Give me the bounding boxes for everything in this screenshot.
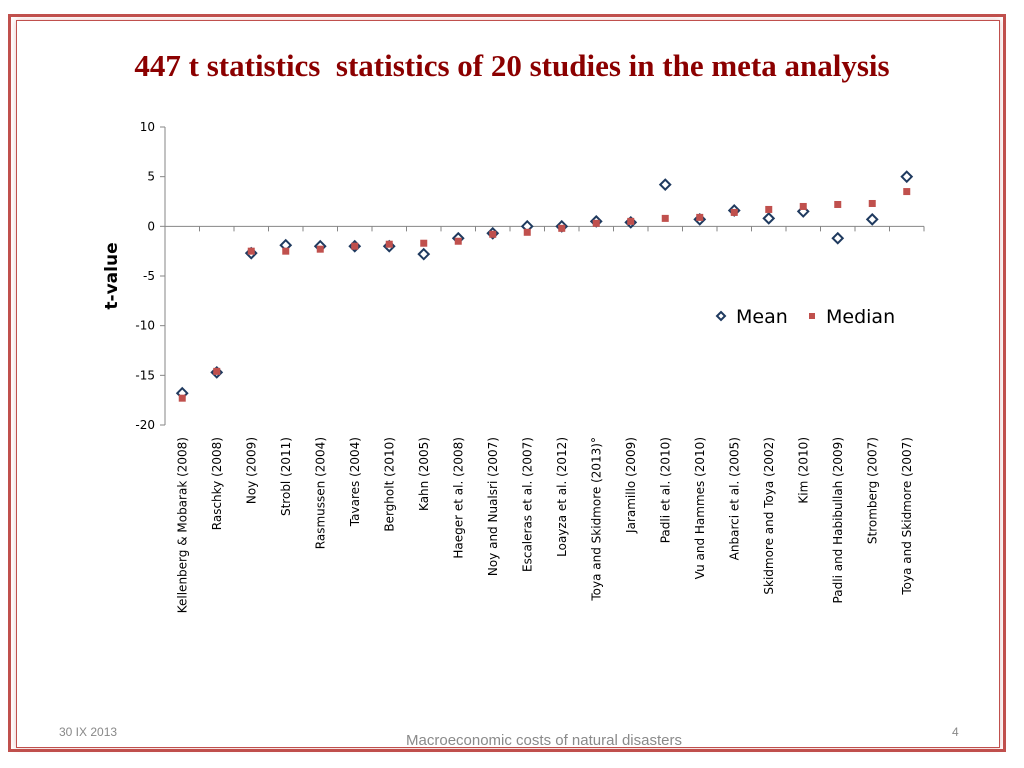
y-tick-label: -10	[135, 319, 155, 333]
median-point	[765, 205, 773, 213]
median-point	[489, 230, 497, 238]
x-tick-label: Strobl (2011)	[279, 437, 293, 516]
median-point	[627, 217, 635, 225]
legend-median-label: Median	[826, 306, 895, 328]
median-point	[316, 245, 324, 253]
legend-median-marker	[809, 313, 815, 319]
x-tick-label: Kahn (2005)	[417, 437, 431, 511]
slide-frame-outer	[8, 14, 1006, 752]
median-point	[178, 394, 186, 402]
median-point	[903, 188, 911, 196]
footer-title: Macroeconomic costs of natural disasters	[406, 732, 682, 749]
median-point	[592, 219, 600, 227]
x-tick-label: Noy and Nualsri (2007)	[486, 437, 500, 576]
median-point	[834, 200, 842, 208]
footer-date: 30 IX 2013	[59, 725, 118, 739]
y-tick-label: 5	[147, 170, 155, 184]
x-tick-label: Raschky (2008)	[210, 437, 224, 530]
x-tick-label: Noy (2009)	[244, 437, 258, 504]
x-tick-label: Haeger et al. (2008)	[451, 437, 465, 559]
median-point	[558, 224, 566, 232]
mean-point	[831, 231, 845, 245]
mean-point	[865, 212, 879, 226]
median-point	[696, 213, 704, 221]
median-point	[454, 237, 462, 245]
x-tick-label: Toya and Skidmore (2007)	[900, 437, 914, 596]
x-tick-label: Padli et al. (2010)	[658, 437, 672, 543]
median-point	[799, 202, 807, 210]
y-axis-label: t-value	[102, 242, 122, 310]
median-point	[213, 367, 221, 375]
y-tick-label: -20	[135, 418, 155, 432]
page-number: 4	[952, 725, 959, 739]
slide-title: 447 t statistics statistics of 20 studie…	[134, 48, 890, 83]
x-tick-label: Skidmore and Toya (2002)	[762, 437, 776, 595]
median-point	[730, 208, 738, 216]
mean-point	[900, 170, 914, 184]
y-tick-label: -15	[135, 368, 155, 382]
median-point	[661, 214, 669, 222]
mean-point	[658, 178, 672, 192]
y-tick-label: -5	[143, 269, 155, 283]
x-tick-label: Vu and Hammes (2010)	[693, 437, 707, 579]
median-point	[420, 239, 428, 247]
x-tick-label: Anbarci et al. (2005)	[727, 437, 741, 560]
x-tick-label: Kellenberg & Mobarak (2008)	[175, 437, 189, 613]
x-tick-label: Bergholt (2010)	[382, 437, 396, 532]
y-tick-label: 10	[140, 120, 155, 134]
mean-point	[762, 211, 776, 225]
x-tick-label: Padli and Habibullah (2009)	[831, 437, 845, 603]
x-tick-label: Kim (2010)	[796, 437, 810, 504]
x-tick-label: Rasmussen (2004)	[313, 437, 327, 549]
slide-frame-inner	[16, 20, 1000, 748]
median-point	[351, 242, 359, 250]
x-tick-label: Escaleras et al. (2007)	[520, 437, 534, 572]
median-point	[247, 247, 255, 255]
legend-mean-label: Mean	[736, 306, 788, 328]
median-point	[385, 240, 393, 248]
x-tick-label: Tavares (2004)	[348, 437, 362, 527]
y-tick-label: 0	[147, 219, 155, 233]
mean-point	[417, 247, 431, 261]
x-tick-label: Toya and Skidmore (2013)°	[589, 437, 603, 602]
median-point	[523, 228, 531, 236]
x-tick-label: Stromberg (2007)	[865, 437, 879, 544]
legend-mean-marker	[715, 310, 727, 322]
x-tick-label: Loayza et al. (2012)	[555, 437, 569, 557]
median-point	[868, 199, 876, 207]
median-point	[282, 247, 290, 255]
x-tick-label: Jaramillo (2009)	[624, 437, 638, 534]
